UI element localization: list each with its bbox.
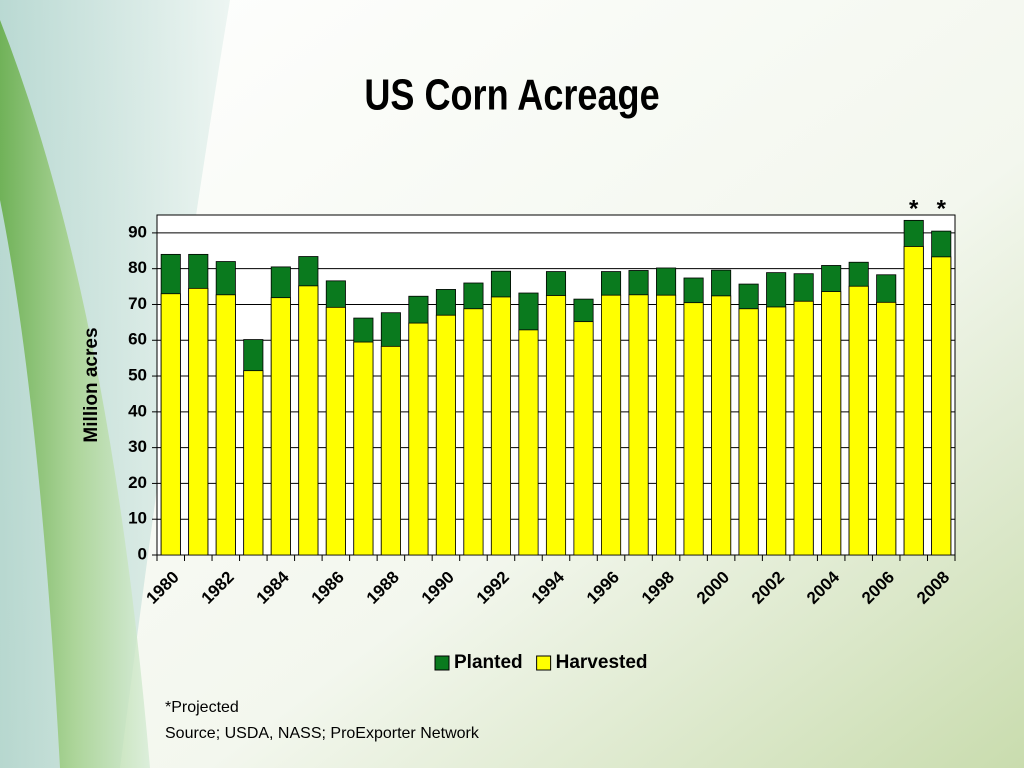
y-tick-label: 80 — [128, 258, 147, 277]
annotation: * — [937, 195, 947, 222]
bar — [711, 295, 732, 556]
bar — [518, 329, 539, 556]
bar — [793, 300, 814, 556]
bar — [270, 297, 291, 556]
bar — [766, 306, 787, 556]
leaf-decor — [0, 20, 150, 768]
y-tick-label: 70 — [128, 294, 147, 313]
bar — [188, 287, 209, 556]
bar — [380, 345, 401, 556]
y-tick-label: 0 — [138, 544, 147, 563]
bar — [490, 296, 511, 556]
bar — [821, 291, 842, 556]
footnote: Source; USDA, NASS; ProExporter Network — [165, 725, 480, 742]
bar — [435, 314, 456, 556]
chart-title: US Corn Acreage — [364, 70, 659, 119]
bar — [325, 306, 346, 556]
y-tick-label: 90 — [128, 222, 147, 241]
bar — [601, 294, 622, 556]
y-tick-label: 40 — [128, 401, 147, 420]
y-tick-label: 50 — [128, 366, 147, 385]
bar — [160, 293, 181, 556]
y-tick-label: 10 — [128, 509, 147, 528]
y-axis-label: Million acres — [81, 327, 102, 442]
bar — [243, 370, 264, 556]
bar — [463, 308, 484, 556]
footnote: *Projected — [165, 699, 239, 716]
bar — [353, 341, 374, 556]
bar — [298, 285, 319, 556]
bar — [408, 322, 429, 556]
y-tick-label: 60 — [128, 330, 147, 349]
y-tick-label: 30 — [128, 437, 147, 456]
bar — [848, 285, 869, 556]
legend-label: Harvested — [556, 652, 648, 673]
bar — [903, 246, 924, 556]
bar — [656, 294, 677, 556]
legend-label: Planted — [454, 652, 523, 673]
bar — [738, 308, 759, 556]
bar — [215, 294, 236, 556]
bar — [683, 302, 704, 556]
bar — [545, 295, 567, 556]
bar — [876, 301, 897, 556]
legend-swatch — [434, 655, 450, 671]
bar — [931, 256, 952, 556]
bar — [573, 321, 594, 556]
annotation: * — [909, 195, 919, 222]
y-tick-label: 20 — [128, 473, 147, 492]
bar — [628, 294, 649, 556]
legend-swatch — [536, 655, 552, 671]
